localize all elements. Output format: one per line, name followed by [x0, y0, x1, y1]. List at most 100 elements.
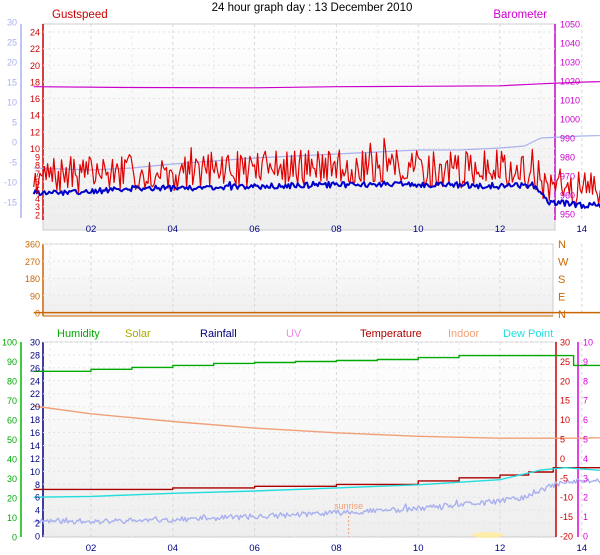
temperature-x-tick-label: 08 [331, 543, 342, 554]
direction-plot-area [42, 243, 554, 317]
rainfall-y-tick-label: 28 [30, 350, 40, 360]
wind-y-tick-label: 6 [35, 177, 40, 187]
wind-y-tick-label: 18 [30, 77, 40, 87]
temperature-plot-area [42, 341, 557, 538]
barometer-label: Barometer [493, 9, 547, 21]
temperature-panel: Humidity Solar Rainfall UV Temperature I… [2, 328, 600, 554]
sunrise-label: sunrise [334, 501, 363, 511]
humidity-y-tick-label: 40 [7, 455, 17, 465]
series-humidity-line [33, 354, 600, 372]
uv-y-tick-label: 8 [583, 376, 588, 386]
temperature-y-tick-label: 25 [560, 357, 570, 367]
outer-y-tick-label: -15 [4, 198, 17, 208]
series-gray-line [33, 478, 600, 525]
wind-x-tick-label: 02 [86, 224, 97, 235]
series-gray-line [33, 134, 600, 171]
compass-label: S [558, 274, 565, 286]
outer-y-tick-label: 0 [12, 138, 17, 148]
rainfall-y-tick-label: 0 [35, 532, 40, 542]
wind-y-tick-label: 12 [30, 127, 40, 137]
temperature-x-tick-label: 04 [168, 543, 179, 554]
solar-glow [471, 532, 504, 538]
uv-y-tick-label: 2 [583, 493, 588, 503]
humidity-y-tick-label: 70 [7, 396, 17, 406]
rainfall-y-tick-label: 14 [30, 441, 40, 451]
temperature-y-tick-label: -15 [560, 512, 573, 522]
direction-y-tick-label: 270 [25, 257, 40, 267]
baro-y-tick-label: 990 [560, 134, 575, 144]
compass-label: E [558, 292, 565, 304]
legend-uv: UV [286, 328, 302, 340]
direction-y-tick-label: 360 [25, 240, 40, 250]
humidity-y-tick-label: 10 [7, 513, 17, 523]
temperature-y-tick-label: 20 [560, 376, 570, 386]
wind-x-tick-label: 06 [249, 224, 260, 235]
uv-y-tick-label: 7 [583, 396, 588, 406]
wind-panel: Gustspeed Barometer 23456789101214161820… [4, 9, 600, 235]
wind-y-tick-label: 7 [35, 169, 40, 179]
wind-y-tick-label: 5 [35, 186, 40, 196]
outer-y-tick-label: -5 [9, 158, 17, 168]
wind-y-tick-label: 14 [30, 111, 40, 121]
humidity-y-tick-label: 100 [2, 338, 17, 348]
temperature-y-tick-label: 10 [560, 415, 570, 425]
baro-y-tick-label: 1010 [560, 96, 580, 106]
wind-y-tick-label: 10 [30, 144, 40, 154]
rainfall-y-tick-label: 26 [30, 363, 40, 373]
wind-plot-area [42, 23, 556, 231]
baro-y-tick-label: 1030 [560, 58, 580, 68]
compass-label: N [558, 239, 566, 251]
series-baro-line [33, 81, 600, 89]
uv-y-tick-label: 1 [583, 512, 588, 522]
outer-y-tick-label: 25 [7, 38, 17, 48]
wind-y-tick-label: 8 [35, 161, 40, 171]
wind-x-tick-label: 10 [413, 224, 424, 235]
temperature-x-tick-label: 14 [577, 543, 588, 554]
baro-y-tick-label: 950 [560, 210, 575, 220]
humidity-y-tick-label: 0 [12, 533, 17, 543]
series-gust-line [33, 137, 600, 205]
legend-temperature: Temperature [360, 328, 422, 340]
legend-dewpoint: Dew Point [503, 328, 553, 340]
series-dewpoint-line [33, 467, 600, 498]
rainfall-y-tick-label: 24 [30, 376, 40, 386]
gustspeed-label: Gustspeed [52, 9, 108, 21]
compass-label: N [558, 309, 566, 321]
outer-y-tick-label: -10 [4, 178, 17, 188]
rainfall-y-tick-label: 10 [30, 467, 40, 477]
wind-x-tick-label: 12 [495, 224, 506, 235]
temperature-y-tick-label: -10 [560, 493, 573, 503]
temperature-x-tick-label: 06 [249, 543, 260, 554]
uv-y-tick-label: 9 [583, 357, 588, 367]
rainfall-y-tick-label: 20 [30, 402, 40, 412]
wind-y-tick-label: 4 [35, 194, 40, 204]
chart-title: 24 hour graph day : 13 December 2010 [212, 2, 413, 14]
rainfall-y-tick-label: 4 [35, 506, 40, 516]
legend-indoor: Indoor [448, 328, 480, 340]
rainfall-y-tick-label: 12 [30, 454, 40, 464]
uv-y-tick-label: 6 [583, 415, 588, 425]
temperature-y-tick-label: 15 [560, 396, 570, 406]
temperature-y-tick-label: -20 [560, 532, 573, 542]
wind-y-tick-label: 24 [30, 28, 40, 38]
outer-y-tick-label: 10 [7, 98, 17, 108]
legend-rainfall: Rainfall [200, 328, 237, 340]
temperature-x-tick-label: 10 [413, 543, 424, 554]
temperature-y-tick-label: -5 [560, 473, 568, 483]
wind-y-tick-label: 20 [30, 61, 40, 71]
rainfall-y-tick-label: 30 [30, 338, 40, 348]
temperature-y-tick-label: 30 [560, 338, 570, 348]
outer-y-tick-label: 5 [12, 118, 17, 128]
rainfall-y-tick-label: 8 [35, 480, 40, 490]
uv-y-tick-label: 3 [583, 473, 588, 483]
outer-y-tick-label: 30 [7, 18, 17, 28]
wind-x-tick-label: 08 [331, 224, 342, 235]
humidity-y-tick-label: 20 [7, 494, 17, 504]
rainfall-y-tick-label: 16 [30, 428, 40, 438]
humidity-y-tick-label: 80 [7, 377, 17, 387]
rainfall-y-tick-label: 22 [30, 389, 40, 399]
rainfall-y-tick-label: 2 [35, 519, 40, 529]
uv-y-tick-label: 4 [583, 454, 588, 464]
